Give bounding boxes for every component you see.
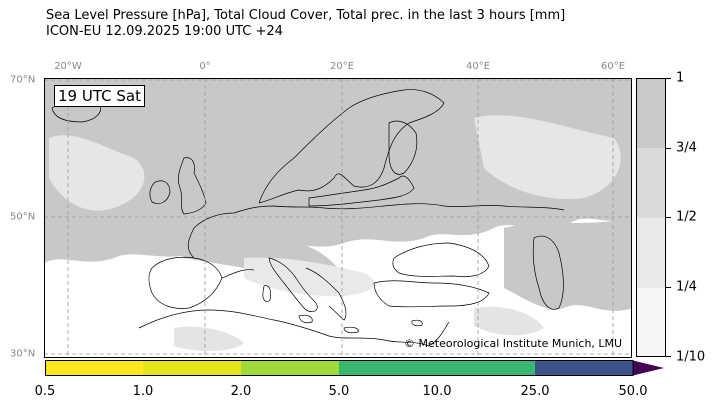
coast-western-europe	[193, 203, 565, 229]
cloud-label-1: 1	[676, 70, 685, 86]
precip-colorbar-svg	[45, 360, 664, 376]
lon-label-40e: 40°E	[465, 61, 491, 72]
lat-label-30n: 30°N	[10, 348, 36, 360]
cloud-cover-colorbar	[636, 78, 666, 357]
coast-levant	[428, 321, 450, 347]
title-line-2: ICON-EU 12.09.2025 19:00 UTC +24	[46, 24, 283, 39]
weather-map	[44, 78, 632, 358]
precip-label-10-0: 10.0	[422, 384, 452, 399]
coast-sicily	[298, 314, 313, 324]
cloud-seg-3	[637, 218, 665, 288]
cloud-label-1-10: 1/10	[676, 349, 706, 365]
lon-label-20e: 20°E	[329, 61, 355, 72]
graticule	[44, 78, 632, 358]
coast-france	[187, 227, 255, 279]
cloud-seg-4	[637, 288, 665, 356]
precip-label-0-5: 0.5	[34, 384, 56, 399]
coast-turkey	[373, 280, 490, 308]
precip-label-50-0: 50.0	[618, 384, 648, 399]
lon-label-60e: 60°E	[600, 61, 626, 72]
chart-title: Sea Level Pressure [hPa], Total Cloud Co…	[46, 8, 565, 40]
coast-scandinavia	[258, 89, 445, 204]
cloud-label-1-2: 1/2	[676, 209, 697, 225]
cloud-patch-atlantic	[49, 135, 145, 211]
precip-seg-1	[45, 360, 143, 376]
lon-label-20w: 20°W	[54, 61, 82, 72]
coast-italy	[268, 257, 318, 312]
coast-balkans	[305, 267, 347, 321]
coast-iberia	[148, 256, 223, 309]
cloud-patch-russia	[474, 115, 621, 199]
coast-north-africa	[138, 309, 430, 347]
time-label: 19 UTC Sat	[54, 85, 145, 107]
cloud-tick-4	[666, 287, 671, 288]
lat-label-50n: 50°N	[10, 211, 36, 223]
cloud-seg-2	[637, 148, 665, 218]
precip-colorbar	[45, 360, 665, 376]
precip-seg-2	[143, 360, 241, 376]
cloud-patch-mediterranean	[244, 257, 375, 297]
lat-label-70n: 70°N	[10, 74, 36, 86]
precip-label-25-0: 25.0	[520, 384, 550, 399]
coast-black-sea	[392, 242, 490, 278]
map-canvas	[44, 78, 632, 358]
coast-ireland	[149, 180, 171, 204]
cloud-tick-2	[666, 148, 671, 149]
coast-cyprus	[411, 319, 423, 327]
cloud-tick-5	[666, 356, 671, 357]
precip-colorbar-frame	[45, 360, 634, 376]
cloud-tick-3	[666, 217, 671, 218]
map-frame	[44, 78, 632, 358]
coast-caspian	[532, 235, 564, 310]
cloud-tick-1	[666, 78, 671, 79]
cloud-label-3-4: 3/4	[676, 140, 697, 156]
coast-sardinia	[262, 285, 271, 302]
precip-seg-5	[437, 360, 535, 376]
cloud-patch-middle-east	[474, 306, 544, 336]
coast-great-britain	[178, 157, 207, 215]
precip-label-1-0: 1.0	[132, 384, 154, 399]
precip-extend-arrow	[633, 360, 664, 376]
coastlines	[51, 89, 565, 347]
precip-seg-3	[241, 360, 339, 376]
coast-baltic	[308, 175, 415, 207]
cloud-seg-1	[637, 79, 665, 148]
title-line-1: Sea Level Pressure [hPa], Total Cloud Co…	[46, 8, 566, 23]
lon-label-0: 0°	[199, 61, 211, 72]
cloud-mass-east	[504, 218, 632, 311]
coast-crete	[343, 326, 359, 334]
cloud-patch-sahara	[174, 326, 244, 351]
precip-seg-4	[339, 360, 437, 376]
credit-text: © Meteorological Institute Munich, LMU	[404, 337, 623, 350]
coast-finland	[388, 120, 418, 175]
precip-label-5-0: 5.0	[328, 384, 350, 399]
cloud-label-1-4: 1/4	[676, 279, 697, 295]
precip-label-2-0: 2.0	[230, 384, 252, 399]
precip-seg-6	[535, 360, 633, 376]
